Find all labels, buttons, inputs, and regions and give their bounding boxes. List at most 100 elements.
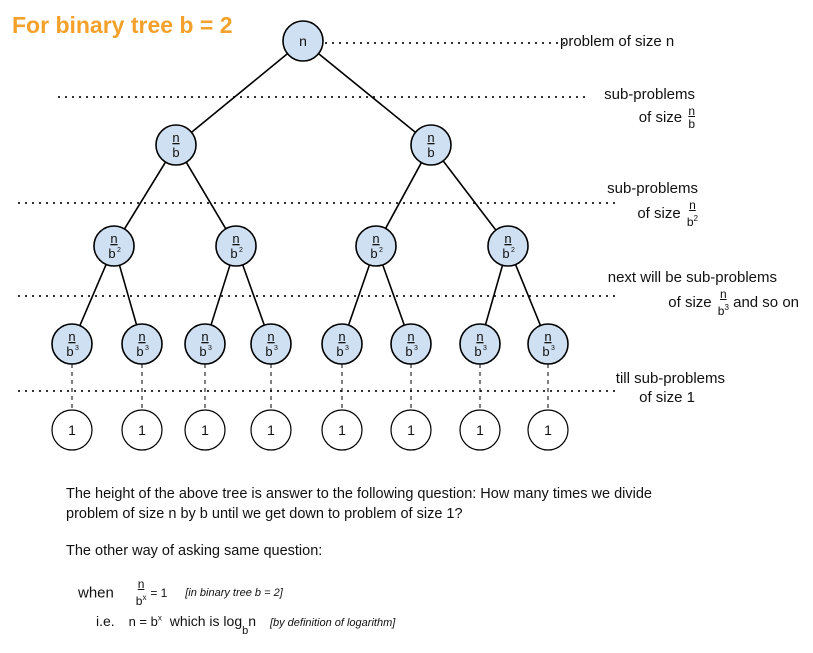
when-fraction: n bx: [136, 578, 147, 608]
level-3-node-3: [250, 323, 292, 365]
leaf-node-label-5: 1: [407, 422, 415, 438]
level-1-fraction: n b: [688, 105, 695, 131]
level-3-line2a: of size: [668, 293, 712, 311]
level-1-frac-num: n: [688, 104, 695, 118]
ie-note: [by definition of logarithm]: [269, 617, 396, 629]
level-3-node-5-num: n: [407, 329, 414, 344]
level-2-node-2-den: b: [370, 246, 377, 261]
when-note: [in binary tree b = 2]: [185, 587, 283, 599]
ie-lhs: n = b: [128, 614, 158, 629]
level-3-node-6-num: n: [476, 329, 483, 344]
level-4-line1: till sub-problems: [615, 370, 725, 387]
when-word: when: [78, 584, 114, 602]
level-3-line2b: and so on: [733, 293, 799, 311]
level-3-node-2: [184, 323, 226, 365]
level-3-node-7: [527, 323, 569, 365]
level-3-node-3-exp: 3: [274, 345, 278, 352]
level-3-node-4-den: b: [336, 344, 343, 359]
equation-ie: i.e. n = bx which is logbn [by definitio…: [96, 613, 395, 637]
root-node-label: n: [299, 33, 307, 49]
equation-when: when n bx = 1 [in binary tree b = 2]: [78, 578, 283, 608]
edge-root-l1-1: [318, 52, 416, 134]
level-2-node-1: [215, 225, 257, 267]
edge-l2-l3-7: [514, 264, 542, 326]
level-2-node-3-den: b: [502, 246, 509, 261]
level-3-line1: next will be sub-problems: [607, 269, 777, 286]
ie-sub: b: [242, 625, 249, 637]
level-3-node-3-den: b: [265, 344, 272, 359]
level-2-node-1-den: b: [230, 246, 237, 261]
leaf-node-4: [321, 409, 363, 451]
when-frac-num: n: [137, 577, 145, 591]
leaf-node-5: [390, 409, 432, 451]
leaf-node-6: [459, 409, 501, 451]
level-3-node-6-exp: 3: [483, 345, 487, 352]
level-2-fraction: n b2: [687, 199, 698, 229]
level-3-node-7-exp: 3: [551, 345, 555, 352]
level-1-line2: of size: [638, 108, 683, 126]
edge-l2-l3-0: [79, 264, 107, 326]
leaf-node-label-7: 1: [544, 422, 552, 438]
level-1-node-1-den: b: [427, 145, 434, 160]
leaf-node-label-1: 1: [138, 422, 146, 438]
ie-arg: n: [248, 613, 257, 629]
root-node: [282, 20, 324, 62]
level-2-node-1-exp: 2: [239, 247, 243, 254]
leaf-node-label-6: 1: [476, 422, 484, 438]
level-1-node-1-num: n: [427, 130, 434, 145]
level-3-node-0-exp: 3: [75, 345, 79, 352]
edge-l1-l2-0: [123, 161, 167, 230]
level-2-node-0: [93, 225, 135, 267]
level-2-node-0-num: n: [110, 231, 117, 246]
level-3-fraction: n b3: [718, 288, 729, 318]
level-2-node-2: [355, 225, 397, 267]
level-2-node-2-num: n: [372, 231, 379, 246]
level-3-node-1-den: b: [136, 344, 143, 359]
level-1-label: sub-problems of size n b: [604, 86, 695, 131]
level-2-line1: sub-problems: [607, 180, 698, 197]
level-3-node-0: [51, 323, 93, 365]
level-3-node-7-den: b: [542, 344, 549, 359]
when-frac-den: b: [135, 594, 143, 608]
edge-l2-l3-6: [484, 265, 504, 325]
level-2-frac-den: b: [686, 215, 694, 229]
level-3-node-4-num: n: [338, 329, 345, 344]
leaf-node-0: [51, 409, 93, 451]
leaf-node-7: [527, 409, 569, 451]
level-3-node-1-num: n: [138, 329, 145, 344]
leaf-node-3: [250, 409, 292, 451]
level-1-node-0-den: b: [172, 145, 179, 160]
ie-exp: x: [157, 613, 162, 623]
level-1-node-0: [155, 124, 197, 166]
level-1-line1: sub-problems: [604, 86, 695, 103]
edge-root-l1-0: [190, 53, 289, 133]
leaf-node-2: [184, 409, 226, 451]
rephrase-paragraph: The other way of asking same question:: [66, 543, 323, 559]
level-3-node-7-num: n: [544, 329, 551, 344]
diagram-title: For binary tree b = 2: [12, 12, 233, 38]
level-3-frac-exp: 3: [724, 303, 729, 312]
explanation-paragraph: The height of the above tree is answer t…: [66, 486, 652, 522]
edge-l2-l3-1: [118, 265, 138, 325]
edge-l2-l3-3: [241, 264, 266, 326]
leaf-node-label-3: 1: [267, 422, 275, 438]
level-3-node-5: [390, 323, 432, 365]
level-3-frac-den: b: [717, 304, 725, 318]
level-3-node-2-num: n: [201, 329, 208, 344]
level-3-label: next will be sub-problems of size n b3 a…: [608, 269, 799, 318]
level-3-node-6: [459, 323, 501, 365]
level-2-node-0-exp: 2: [117, 247, 121, 254]
edge-l1-l2-1: [185, 161, 227, 230]
level-3-node-4-exp: 3: [345, 345, 349, 352]
level-2-node-2-exp: 2: [379, 247, 383, 254]
level-3-node-2-exp: 3: [208, 345, 212, 352]
when-rhs: = 1: [150, 586, 168, 600]
level-3-node-0-den: b: [66, 344, 73, 359]
ie-word: i.e.: [96, 613, 115, 629]
level-2-label: sub-problems of size n b2: [607, 180, 698, 229]
level-3-node-5-den: b: [405, 344, 412, 359]
level-3-node-3-num: n: [267, 329, 274, 344]
edge-l2-l3-2: [210, 264, 231, 326]
level-2-line2: of size: [637, 204, 681, 222]
